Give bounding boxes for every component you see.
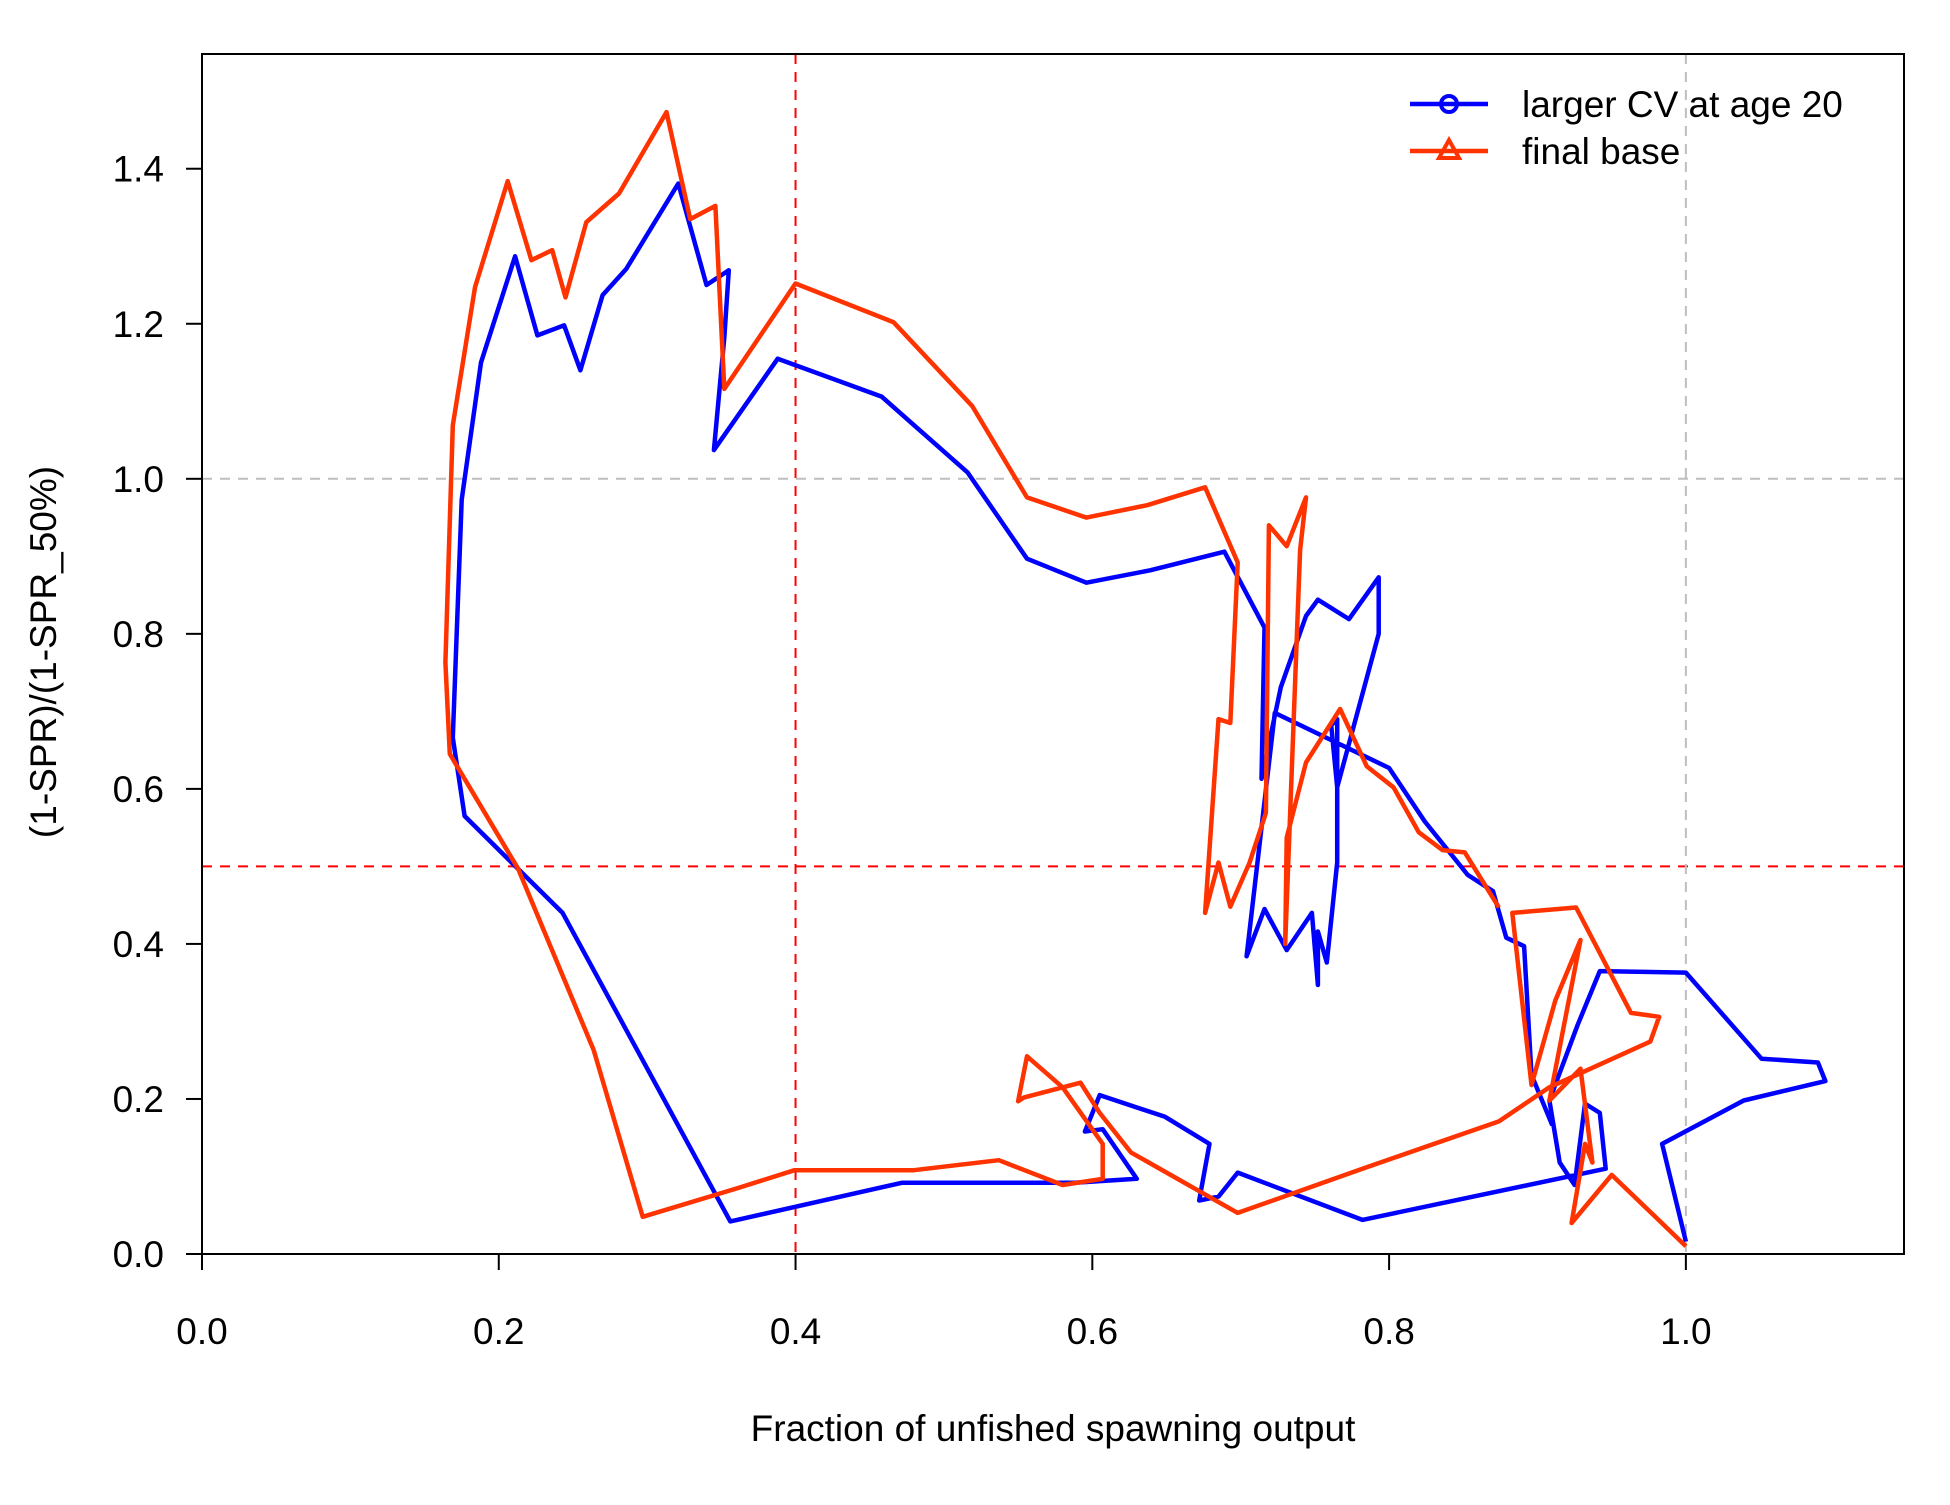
y-tick-label: 0.2 — [113, 1079, 164, 1120]
x-tick-label: 0.2 — [473, 1311, 524, 1352]
series-line — [450, 181, 1828, 1243]
y-tick-label: 1.2 — [113, 304, 164, 345]
series-line — [443, 109, 1688, 1248]
legend-label: larger CV at age 20 — [1522, 84, 1843, 125]
x-tick-label: 1.0 — [1660, 1311, 1711, 1352]
y-tick-label: 1.4 — [113, 149, 164, 190]
y-tick-label: 0.0 — [113, 1234, 164, 1275]
x-tick-label: 0.0 — [176, 1311, 227, 1352]
y-axis-label: (1-SPR)/(1-SPR_50%) — [23, 466, 64, 838]
y-tick-label: 1.0 — [113, 459, 164, 500]
legend-label: final base — [1522, 131, 1680, 172]
x-tick-label: 0.8 — [1363, 1311, 1414, 1352]
y-tick-label: 0.6 — [113, 769, 164, 810]
legend-marker — [1435, 135, 1463, 160]
x-tick-label: 0.6 — [1067, 1311, 1118, 1352]
legend-marker — [1439, 94, 1459, 114]
x-axis-label: Fraction of unfished spawning output — [751, 1408, 1356, 1449]
x-tick-label: 0.4 — [770, 1311, 821, 1352]
plot-frame — [201, 53, 1905, 1255]
y-tick-label: 0.4 — [113, 924, 164, 965]
y-tick-label: 0.8 — [113, 614, 164, 655]
